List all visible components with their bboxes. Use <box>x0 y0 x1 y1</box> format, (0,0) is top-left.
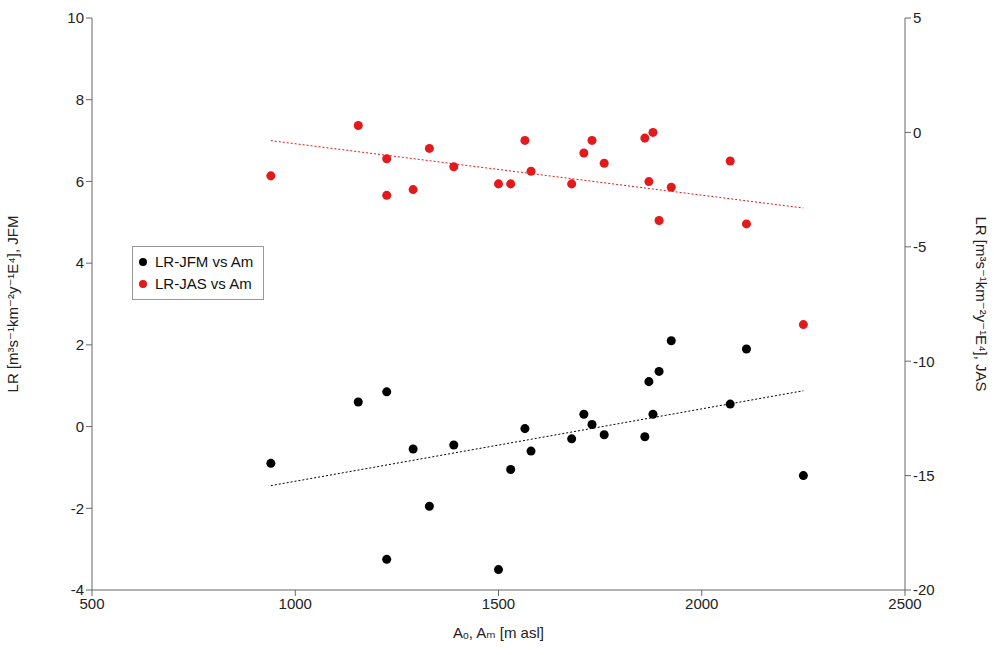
svg-text:4: 4 <box>76 254 84 271</box>
svg-text:500: 500 <box>79 594 105 612</box>
svg-text:-5: -5 <box>913 238 926 255</box>
svg-text:8: 8 <box>76 91 84 108</box>
svg-text:0: 0 <box>76 418 84 435</box>
svg-text:-4: -4 <box>71 581 84 598</box>
svg-text:LR [m³s⁻¹km⁻²y⁻¹E⁴], JFM: LR [m³s⁻¹km⁻²y⁻¹E⁴], JFM <box>4 216 21 393</box>
svg-text:-10: -10 <box>913 353 935 370</box>
svg-text:1000: 1000 <box>279 595 312 612</box>
svg-text:6: 6 <box>76 173 84 190</box>
svg-text:-2: -2 <box>71 500 84 517</box>
svg-text:1500: 1500 <box>482 595 515 612</box>
svg-text:2: 2 <box>76 336 84 353</box>
svg-text:2000: 2000 <box>685 595 718 612</box>
svg-text:5: 5 <box>913 9 921 26</box>
svg-text:2500: 2500 <box>888 594 922 612</box>
html-text:LR-JFM vs Am: LR-JFM vs Am <box>155 253 254 270</box>
svg-text:0: 0 <box>913 124 921 141</box>
svg-text:-20: -20 <box>913 581 935 598</box>
svg-text:10: 10 <box>67 9 84 26</box>
html-text:LR-JAS vs Am: LR-JAS vs Am <box>155 275 252 292</box>
svg-text:-15: -15 <box>913 467 935 484</box>
svg-text:Aₒ, Aₘ [m asl]: Aₒ, Aₘ [m asl] <box>453 624 544 641</box>
svg-text:LR [m³s⁻¹km⁻²y⁻¹E⁴], JAS: LR [m³s⁻¹km⁻²y⁻¹E⁴], JAS <box>973 216 990 391</box>
